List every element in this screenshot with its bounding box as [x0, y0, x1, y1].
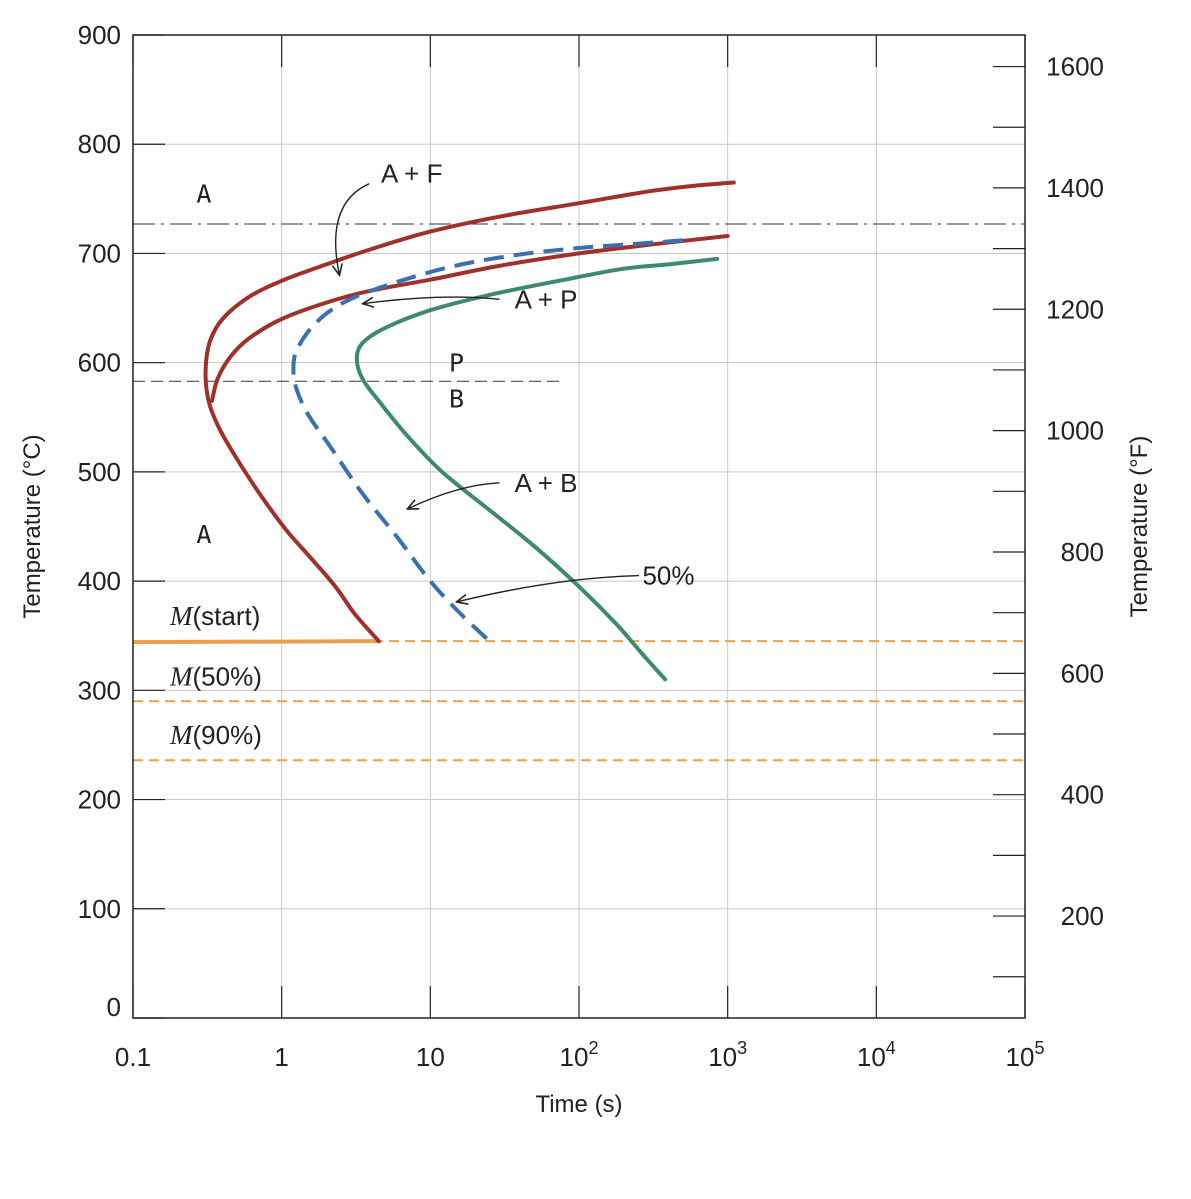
- x-tick-label: 102: [560, 1038, 599, 1072]
- martensite-label: M(50%): [169, 661, 262, 691]
- y-tick-label-left: 600: [78, 348, 121, 378]
- labels: M(start)M(50%)M(90%)0.1 1 10 102 103 104 10501…: [78, 20, 1104, 1072]
- y-tick-label-right: 1200: [1046, 294, 1104, 324]
- annotation-arrow: [336, 184, 370, 276]
- x-tick-base: 10: [857, 1042, 886, 1072]
- x-tick-label: 105: [1006, 1038, 1045, 1072]
- y-tick-label-left: 200: [78, 785, 121, 815]
- martensite-suffix: (90%): [193, 720, 262, 750]
- y-tick-label-right: 1000: [1046, 416, 1104, 446]
- y-tick-label-right: 600: [1061, 658, 1104, 688]
- x-tick-exponent: 5: [1034, 1038, 1044, 1058]
- y-tick-label-right: 400: [1061, 780, 1104, 810]
- region-label: P: [449, 349, 464, 378]
- x-tick-label: 104: [857, 1038, 896, 1072]
- x-tick-base: 10: [416, 1042, 445, 1072]
- martensite-symbol: M: [169, 720, 194, 750]
- x-tick-exponent: 4: [886, 1038, 896, 1058]
- martensite-suffix: (start): [193, 601, 261, 631]
- annotation-arrow: [457, 576, 640, 602]
- x-tick-label: 0.1: [115, 1042, 151, 1072]
- region-label: A: [196, 520, 211, 549]
- martensite-start-solid: [133, 641, 379, 642]
- x-tick-base: 10: [560, 1042, 589, 1072]
- x-axis-label: Time (s): [535, 1091, 622, 1118]
- y-tick-label-left: 400: [78, 566, 121, 596]
- x-tick-label: 103: [708, 1038, 747, 1072]
- y-tick-label-right: 200: [1061, 901, 1104, 931]
- x-tick-label: 10: [416, 1042, 445, 1072]
- x-tick-exponent: 3: [737, 1038, 747, 1058]
- martensite-symbol: M: [169, 661, 194, 691]
- y-axis-label-left: Temperature (°C): [19, 434, 46, 618]
- martensite-symbol: M: [169, 601, 194, 631]
- y-tick-label-right: 1600: [1046, 52, 1104, 82]
- y-tick-label-left: 500: [78, 457, 121, 487]
- y-tick-label-left: 700: [78, 238, 121, 268]
- y-tick-label-right: 800: [1061, 537, 1104, 567]
- annotation-label: 50%: [642, 561, 694, 591]
- annotation-label: A + B: [515, 468, 578, 498]
- martensite-label: M(90%): [169, 720, 262, 750]
- y-tick-label-left: 900: [78, 20, 121, 50]
- region-label: A: [196, 179, 211, 208]
- martensite-label: M(start): [169, 601, 260, 631]
- x-tick-base: 1: [274, 1042, 288, 1072]
- annotation-arrow: [363, 297, 500, 304]
- x-tick-base: 10: [1006, 1042, 1035, 1072]
- annotation-label: A + P: [515, 284, 578, 314]
- x-tick-base: 10: [708, 1042, 737, 1072]
- annotation-label: A + F: [381, 159, 442, 189]
- grid: [133, 35, 1025, 1018]
- y-tick-label-left: 300: [78, 675, 121, 705]
- y-tick-label-left: 800: [78, 129, 121, 159]
- region-label: B: [449, 385, 464, 414]
- y-tick-label-left: 0: [107, 992, 121, 1022]
- y-axis-label-right: Temperature (°F): [1126, 436, 1153, 618]
- x-tick-label: 1: [274, 1042, 288, 1072]
- x-tick-base: 0.1: [115, 1042, 151, 1072]
- x-tick-exponent: 2: [588, 1038, 598, 1058]
- martensite-suffix: (50%): [193, 661, 262, 691]
- y-tick-label-left: 100: [78, 894, 121, 924]
- transformation-curves: [206, 183, 734, 680]
- y-tick-label-right: 1400: [1046, 173, 1104, 203]
